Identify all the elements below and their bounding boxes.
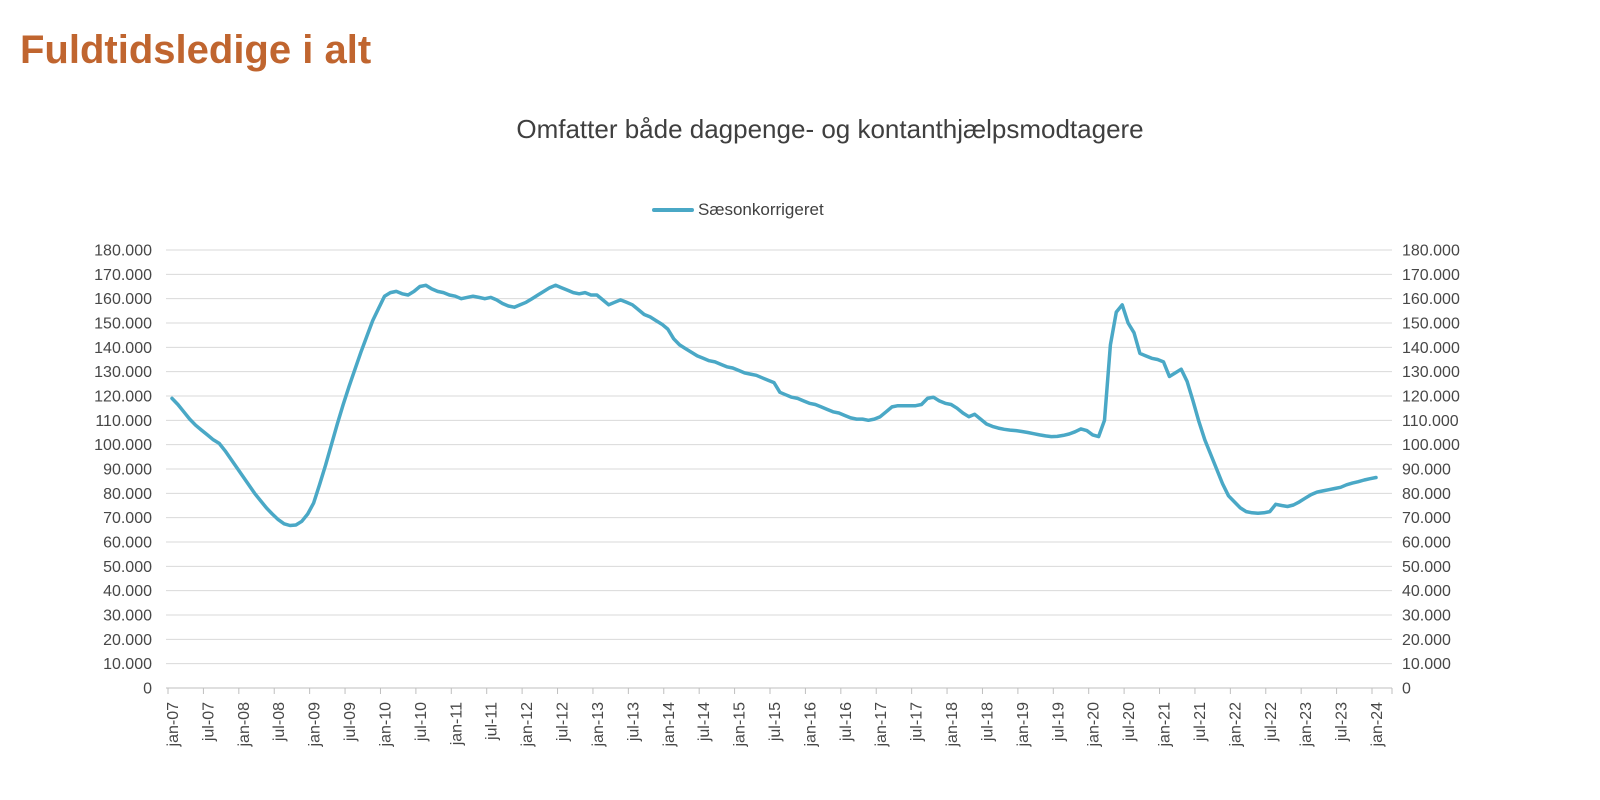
y-axis-tick-label-right: 40.000 xyxy=(1402,583,1451,600)
y-axis-tick-label-left: 50.000 xyxy=(103,559,152,576)
y-axis-tick-label-right: 50.000 xyxy=(1402,559,1451,576)
chart-title: Omfatter både dagpenge- og kontanthjælps… xyxy=(516,114,1144,144)
y-axis-tick-label-left: 30.000 xyxy=(103,608,152,625)
x-axis-tick-label: jul-14 xyxy=(696,702,713,742)
x-axis-tick-label: jan-12 xyxy=(519,702,536,748)
y-axis-tick-label-left: 10.000 xyxy=(103,656,152,673)
x-axis-tick-label: jan-20 xyxy=(1086,702,1103,748)
x-axis-tick-label: jul-17 xyxy=(909,702,926,742)
y-axis-tick-label-right: 120.000 xyxy=(1402,389,1460,406)
y-axis-tick-label-left: 170.000 xyxy=(94,267,152,284)
x-axis-tick-label: jan-22 xyxy=(1227,702,1244,748)
y-axis-tick-label-right: 150.000 xyxy=(1402,316,1460,333)
x-axis-tick-label: jul-19 xyxy=(1050,702,1067,742)
x-axis-tick-label: jan-19 xyxy=(1015,702,1032,748)
x-axis-tick-label: jan-24 xyxy=(1369,702,1386,748)
page-title: Fuldtidsledige i alt xyxy=(20,28,372,72)
x-axis-tick-label: jan-15 xyxy=(732,702,749,748)
y-axis-tick-label-left: 140.000 xyxy=(94,340,152,357)
y-axis-tick-label-left: 40.000 xyxy=(103,583,152,600)
x-axis-tick-label: jan-14 xyxy=(661,702,678,748)
y-axis-tick-label-right: 0 xyxy=(1402,681,1411,698)
y-axis-tick-label-right: 180.000 xyxy=(1402,243,1460,260)
y-axis-tick-label-left: 0 xyxy=(143,681,152,698)
y-axis-tick-label-right: 130.000 xyxy=(1402,364,1460,381)
x-axis-tick-label: jul-21 xyxy=(1192,702,1209,742)
y-axis-tick-label-left: 70.000 xyxy=(103,510,152,527)
x-axis-tick-label: jan-18 xyxy=(944,702,961,748)
x-axis-tick-label: jul-23 xyxy=(1334,702,1351,742)
y-axis-tick-label-right: 70.000 xyxy=(1402,510,1451,527)
y-axis-tick-label-right: 10.000 xyxy=(1402,656,1451,673)
y-axis-tick-label-left: 20.000 xyxy=(103,632,152,649)
y-axis-tick-label-left: 130.000 xyxy=(94,364,152,381)
x-axis-tick-label: jul-16 xyxy=(838,702,855,742)
y-axis-tick-label-right: 140.000 xyxy=(1402,340,1460,357)
x-axis-tick-label: jan-07 xyxy=(165,702,182,748)
y-axis-tick-label-right: 20.000 xyxy=(1402,632,1451,649)
x-axis-tick-label: jan-13 xyxy=(590,702,607,748)
y-axis-tick-label-left: 160.000 xyxy=(94,291,152,308)
x-axis-tick-label: jan-09 xyxy=(307,702,324,748)
y-axis-tick-label-right: 110.000 xyxy=(1402,413,1459,430)
series-line-saesonkorrigeret xyxy=(170,283,1378,528)
x-axis-tick-label: jul-10 xyxy=(413,702,430,742)
x-axis-tick-label: jan-08 xyxy=(236,702,253,748)
x-axis-tick-label: jul-08 xyxy=(271,702,288,742)
legend: Sæsonkorrigeret xyxy=(652,200,824,220)
y-axis-tick-label-right: 160.000 xyxy=(1402,291,1460,308)
x-axis-tick-label: jan-23 xyxy=(1298,702,1315,748)
x-axis-tick-label: jul-09 xyxy=(342,702,359,742)
y-axis-tick-label-right: 30.000 xyxy=(1402,608,1451,625)
y-axis-tick-label-left: 80.000 xyxy=(103,486,152,503)
y-axis-tick-label-left: 90.000 xyxy=(103,462,152,479)
x-axis-tick-label: jul-11 xyxy=(484,702,501,741)
x-axis-tick-label: jan-16 xyxy=(802,702,819,748)
legend-line-swatch xyxy=(652,208,694,212)
y-axis-tick-label-left: 180.000 xyxy=(94,243,152,260)
x-axis-tick-label: jul-15 xyxy=(767,702,784,742)
x-axis-tick-label: jan-21 xyxy=(1157,702,1174,748)
x-axis-tick-label: jul-22 xyxy=(1263,702,1280,742)
x-axis-tick-label: jan-11 xyxy=(448,702,465,746)
y-axis-tick-label-right: 170.000 xyxy=(1402,267,1460,284)
y-axis-tick-label-left: 150.000 xyxy=(94,316,152,333)
x-axis-tick-label: jul-20 xyxy=(1121,702,1138,742)
y-axis-tick-label-left: 120.000 xyxy=(94,389,152,406)
y-axis-tick-label-left: 100.000 xyxy=(94,437,152,454)
x-axis-tick-label: jul-07 xyxy=(200,702,217,742)
x-axis-tick-label: jul-12 xyxy=(555,702,572,742)
x-axis-tick-label: jan-17 xyxy=(873,702,890,748)
y-axis-tick-label-right: 90.000 xyxy=(1402,462,1451,479)
y-axis-tick-label-right: 60.000 xyxy=(1402,535,1451,552)
x-axis-tick-label: jan-10 xyxy=(377,702,394,748)
x-axis-tick-label: jul-13 xyxy=(625,702,642,742)
y-axis-tick-label-left: 110.000 xyxy=(95,413,152,430)
y-axis-tick-label-left: 60.000 xyxy=(103,535,152,552)
legend-label: Sæsonkorrigeret xyxy=(698,200,824,219)
y-axis-tick-label-right: 80.000 xyxy=(1402,486,1451,503)
x-axis-tick-label: jul-18 xyxy=(979,702,996,742)
y-axis-tick-label-right: 100.000 xyxy=(1402,437,1460,454)
